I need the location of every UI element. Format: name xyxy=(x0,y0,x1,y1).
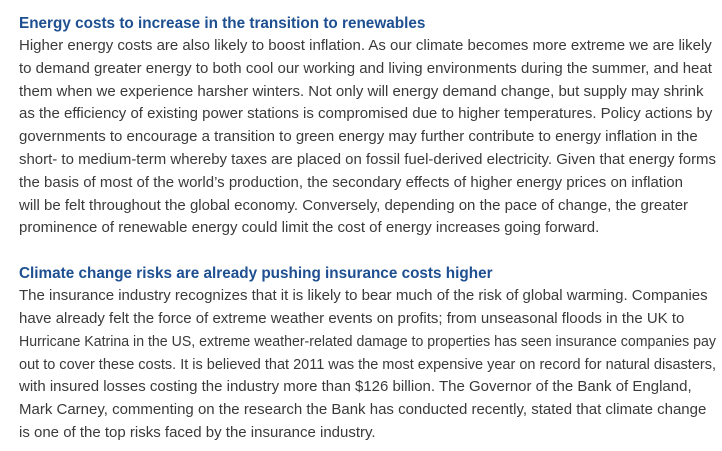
paragraph-line: governments to encourage a transition to… xyxy=(19,128,698,146)
section-energy-costs: Energy costs to increase in the transiti… xyxy=(19,13,717,240)
paragraph-line: as the efficiency of existing power stat… xyxy=(19,105,713,123)
paragraph-line: Mark Carney, commenting on the research … xyxy=(19,401,707,419)
section-heading: Energy costs to increase in the transiti… xyxy=(19,15,426,32)
paragraph-line: out to cover these costs. It is believed… xyxy=(19,355,717,373)
paragraph-line: them when we experience harsher winters.… xyxy=(19,82,704,100)
section-heading: Climate change risks are already pushing… xyxy=(19,265,493,283)
paragraph-line: will be felt throughout the global econo… xyxy=(19,196,689,214)
section-paragraph: Higher energy costs are also likely to b… xyxy=(19,35,717,240)
paragraph-line: is one of the top risks faced by the ins… xyxy=(19,423,376,441)
document-body: Energy costs to increase in the transiti… xyxy=(19,13,717,445)
section-paragraph: The insurance industry recognizes that i… xyxy=(19,285,717,445)
paragraph-line: with insured losses costing the industry… xyxy=(19,378,692,396)
paragraph-line: The insurance industry recognizes that i… xyxy=(19,287,708,305)
paragraph-line: Higher energy costs are also likely to b… xyxy=(19,37,712,54)
paragraph-line: to demand greater energy to both cool ou… xyxy=(19,59,712,77)
paragraph-line: prominence of renewable energy could lim… xyxy=(19,219,600,237)
section-insurance-costs: Climate change risks are already pushing… xyxy=(19,263,717,445)
paragraph-line: the basis of most of the world’s product… xyxy=(19,173,683,191)
paragraph-line: Hurricane Katrina in the US, extreme wea… xyxy=(19,332,716,350)
paragraph-line: have already felt the force of extreme w… xyxy=(19,309,685,327)
paragraph-line: short- to medium-term whereby taxes are … xyxy=(19,150,717,168)
